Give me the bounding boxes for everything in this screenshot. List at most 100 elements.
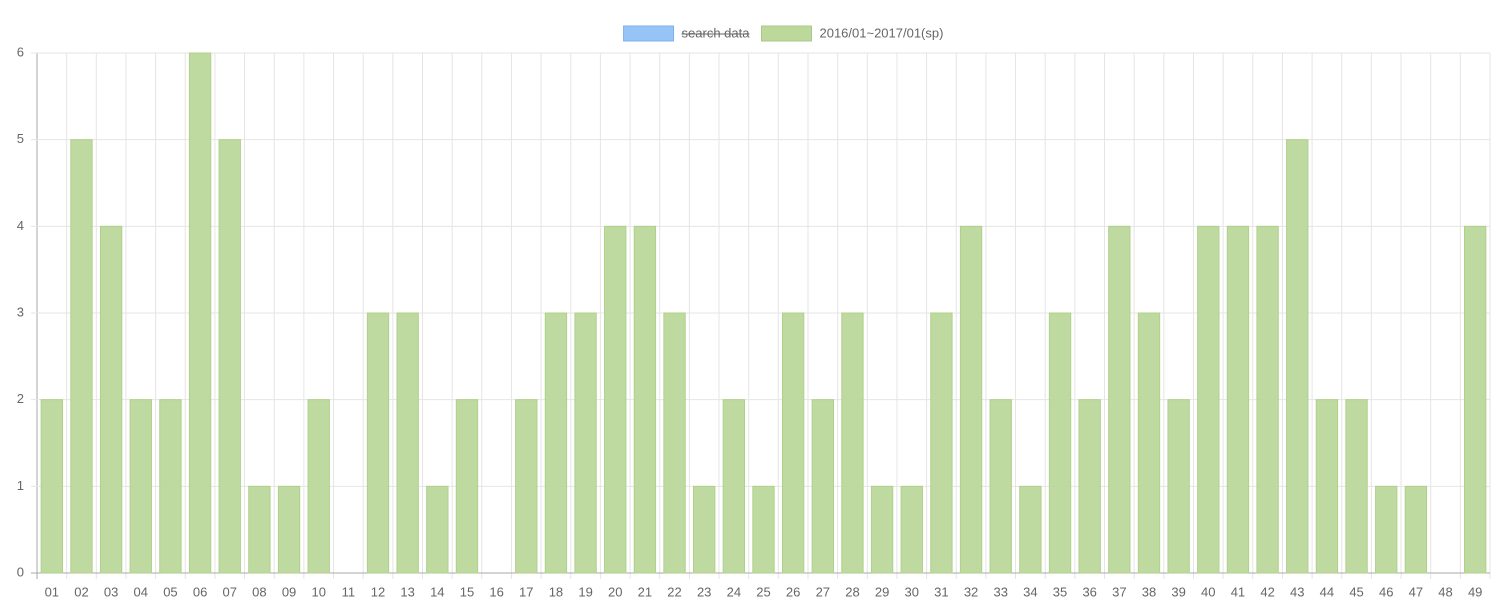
x-tick-label: 11 — [342, 584, 356, 599]
x-tick-label: 48 — [1438, 584, 1452, 599]
x-tick-label: 42 — [1260, 584, 1274, 599]
bar — [1226, 225, 1250, 574]
bar — [1286, 139, 1309, 574]
x-tick-label: 13 — [400, 584, 414, 599]
bar — [248, 485, 271, 574]
x-tick-label: 14 — [430, 584, 444, 599]
x-tick-label: 03 — [104, 584, 118, 599]
x-tick-label: 08 — [252, 584, 266, 599]
x-tick-label: 34 — [1023, 584, 1037, 599]
x-tick-label: 06 — [193, 584, 207, 599]
x-tick-label: 01 — [45, 584, 59, 599]
bar — [841, 312, 864, 574]
bar — [455, 399, 479, 574]
bar — [752, 485, 775, 574]
bar — [870, 485, 894, 574]
bar — [40, 399, 64, 574]
bar — [1108, 225, 1131, 574]
x-tick-label: 21 — [638, 584, 652, 599]
bar — [70, 139, 93, 574]
x-tick-label: 22 — [667, 584, 681, 599]
bar — [781, 312, 805, 574]
bar — [900, 485, 923, 574]
x-tick-label: 33 — [993, 584, 1007, 599]
x-tick-label: 18 — [549, 584, 563, 599]
x-tick-label: 04 — [134, 584, 148, 599]
bar — [1078, 399, 1101, 574]
bar — [307, 399, 330, 574]
bar — [277, 485, 301, 574]
y-tick-label: 1 — [17, 478, 24, 493]
bar — [129, 399, 152, 574]
x-tick-label: 36 — [1082, 584, 1096, 599]
legend-label: 2016/01~2017/01(sp) — [819, 25, 943, 40]
y-tick-label: 0 — [17, 564, 24, 579]
bar — [426, 485, 449, 574]
x-tick-label: 47 — [1409, 584, 1423, 599]
bar — [544, 312, 568, 574]
bar — [722, 399, 746, 574]
x-tick-label: 45 — [1349, 584, 1363, 599]
bar — [693, 485, 716, 574]
bar — [1315, 399, 1339, 574]
x-tick-label: 15 — [460, 584, 474, 599]
y-tick-label: 4 — [17, 218, 24, 233]
x-tick-label: 46 — [1379, 584, 1393, 599]
bar — [663, 312, 686, 574]
x-tick-label: 26 — [786, 584, 800, 599]
x-tick-label: 19 — [578, 584, 592, 599]
bar — [1256, 225, 1279, 574]
x-tick-label: 49 — [1468, 584, 1482, 599]
x-tick-label: 43 — [1290, 584, 1304, 599]
y-tick-label: 6 — [17, 44, 24, 59]
bar — [1197, 225, 1220, 574]
x-tick-label: 07 — [223, 584, 237, 599]
bar — [396, 312, 419, 574]
x-tick-label: 31 — [934, 584, 948, 599]
bar — [1137, 312, 1161, 574]
bar — [1345, 399, 1368, 574]
x-tick-label: 23 — [697, 584, 711, 599]
bar — [604, 225, 627, 574]
bar — [159, 399, 182, 574]
bar — [515, 399, 538, 574]
bar — [1167, 399, 1190, 574]
y-tick-label: 5 — [17, 131, 24, 146]
legend-label: search data — [682, 25, 751, 40]
y-tick-label: 3 — [17, 304, 24, 319]
x-tick-label: 16 — [489, 584, 503, 599]
y-tick-label: 2 — [17, 391, 24, 406]
x-tick-label: 09 — [282, 584, 296, 599]
bar — [366, 312, 390, 574]
bar — [99, 225, 123, 574]
bar — [930, 312, 953, 574]
legend-swatch — [623, 25, 675, 42]
x-tick-label: 30 — [905, 584, 919, 599]
x-tick-label: 17 — [519, 584, 533, 599]
x-tick-label: 29 — [875, 584, 889, 599]
legend-swatch — [760, 25, 812, 42]
bar — [1404, 485, 1428, 574]
x-tick-label: 40 — [1201, 584, 1215, 599]
x-tick-label: 02 — [74, 584, 88, 599]
x-tick-label: 41 — [1231, 584, 1245, 599]
x-tick-label: 05 — [163, 584, 177, 599]
x-tick-label: 44 — [1320, 584, 1334, 599]
x-tick-label: 32 — [964, 584, 978, 599]
bar — [1048, 312, 1072, 574]
x-tick-label: 10 — [311, 584, 325, 599]
bar — [633, 225, 657, 574]
bar — [574, 312, 597, 574]
x-tick-label: 25 — [756, 584, 770, 599]
bar — [218, 139, 241, 574]
x-tick-label: 27 — [816, 584, 830, 599]
bar — [959, 225, 983, 574]
bar — [811, 399, 834, 574]
x-tick-label: 35 — [1053, 584, 1067, 599]
bar — [1375, 485, 1398, 574]
x-tick-label: 37 — [1112, 584, 1126, 599]
x-tick-label: 39 — [1171, 584, 1185, 599]
x-tick-label: 38 — [1142, 584, 1156, 599]
bar — [989, 399, 1012, 574]
x-tick-label: 20 — [608, 584, 622, 599]
